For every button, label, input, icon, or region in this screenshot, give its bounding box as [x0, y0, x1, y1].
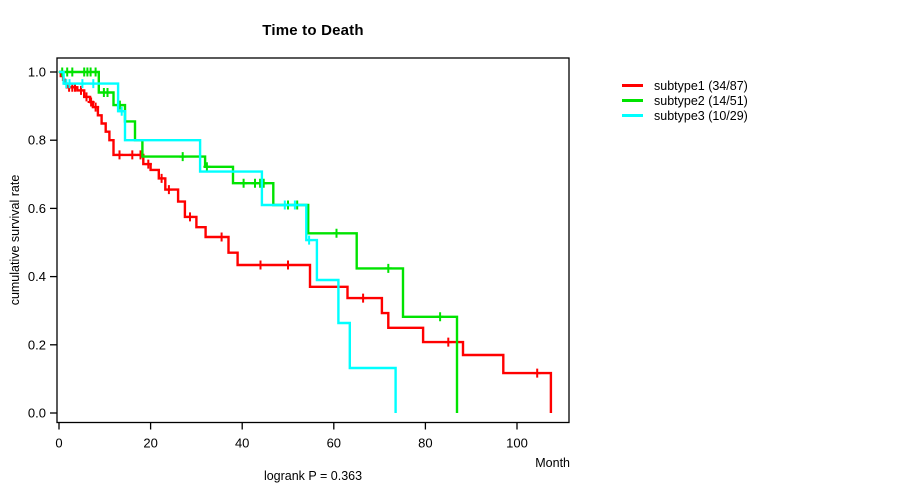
x-axis-tick-label: 60 — [327, 436, 341, 451]
logrank-pvalue: logrank P = 0.363 — [263, 469, 363, 483]
survival-curve-subtype1 — [59, 70, 553, 413]
legend-item-subtype3: subtype3 (10/29) — [622, 108, 748, 123]
y-axis-label: cumulative survival rate — [8, 174, 22, 306]
x-axis-tick-label: 20 — [143, 436, 157, 451]
legend-line-swatch-subtype2 — [622, 99, 643, 102]
chart-title: Time to Death — [262, 22, 364, 39]
censor-marks-subtype3 — [62, 79, 313, 245]
legend-label-subtype1: subtype1 (34/87) — [654, 78, 748, 93]
y-axis-tick-label: 1.0 — [28, 65, 46, 80]
x-axis-label: Month — [535, 456, 570, 470]
survival-curve-subtype3 — [59, 70, 397, 413]
y-axis-tick-label: 0.4 — [28, 269, 46, 284]
legend: subtype1 (34/87) subtype2 (14/51) subtyp… — [622, 78, 748, 123]
censor-marks-subtype1 — [65, 82, 541, 378]
legend-label-subtype3: subtype3 (10/29) — [654, 108, 748, 123]
legend-line-swatch-subtype1 — [622, 84, 643, 87]
x-axis-tick-label: 0 — [55, 436, 62, 451]
plot-box — [56, 57, 570, 424]
legend-item-subtype1: subtype1 (34/87) — [622, 78, 748, 93]
y-axis-tick-label: 0.0 — [28, 406, 46, 421]
x-axis-tick-label: 100 — [506, 436, 528, 451]
y-axis-tick-label: 0.6 — [28, 201, 46, 216]
legend-label-subtype2: subtype2 (14/51) — [654, 93, 748, 108]
x-axis-tick-label: 40 — [235, 436, 249, 451]
legend-line-swatch-subtype3 — [622, 114, 643, 117]
survival-curve-subtype2 — [59, 70, 459, 413]
censor-marks-subtype2 — [58, 67, 444, 322]
y-axis-tick-label: 0.2 — [28, 337, 46, 352]
legend-item-subtype2: subtype2 (14/51) — [622, 93, 748, 108]
y-axis-tick-label: 0.8 — [28, 133, 46, 148]
x-axis-tick-label: 80 — [418, 436, 432, 451]
